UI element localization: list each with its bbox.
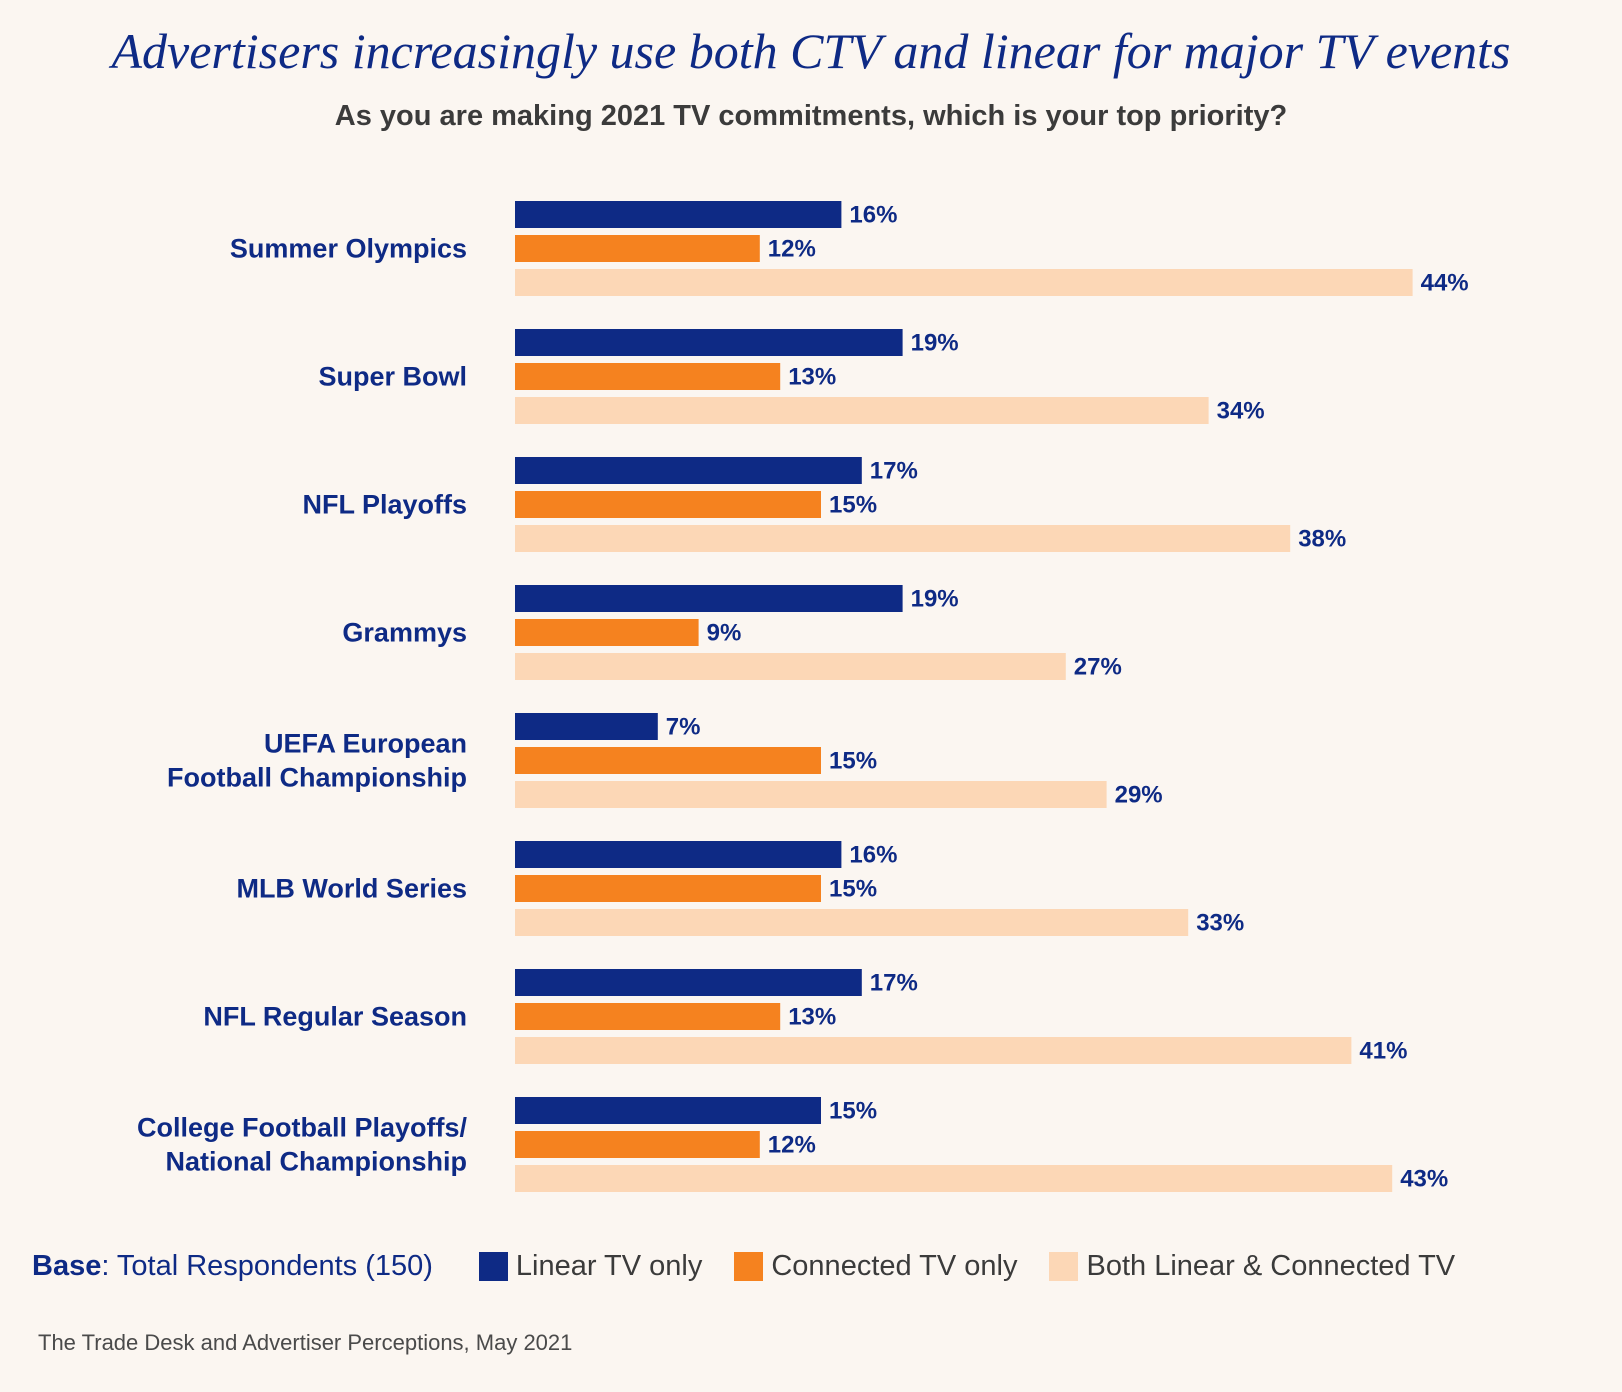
category-label: NFL Playoffs [302, 490, 467, 520]
bar-linear [515, 841, 842, 868]
bar-linear [515, 713, 658, 740]
bar-both [515, 781, 1107, 808]
legend-item-ctv: Connected TV only [734, 1250, 1017, 1283]
bar-linear [515, 1097, 821, 1124]
bar-both [515, 269, 1413, 296]
legend-row: Base: Total Respondents (150) Linear TV … [32, 1246, 1487, 1286]
value-label: 16% [849, 202, 897, 229]
value-label: 27% [1074, 654, 1122, 681]
bar-ctv [515, 363, 781, 390]
chart-subtitle: As you are making 2021 TV commitments, w… [334, 100, 1288, 132]
category-label: Football Championship [167, 763, 467, 793]
bar-ctv [515, 747, 821, 774]
category-label: NFL Regular Season [203, 1002, 467, 1032]
value-label: 13% [788, 1004, 836, 1031]
base-note: Base: Total Respondents (150) [32, 1250, 433, 1283]
value-label: 13% [788, 364, 836, 391]
legend-item-both: Both Linear & Connected TV [1049, 1250, 1455, 1283]
bar-linear [515, 329, 903, 356]
value-label: 15% [829, 876, 877, 903]
value-label: 9% [707, 620, 742, 647]
value-label: 38% [1298, 526, 1346, 553]
category-label: Summer Olympics [230, 234, 467, 264]
category-label: Super Bowl [318, 362, 467, 392]
value-label: 15% [829, 1098, 877, 1125]
bar-ctv [515, 1131, 760, 1158]
legend-label-both: Both Linear & Connected TV [1086, 1249, 1456, 1282]
value-label: 17% [870, 458, 918, 485]
legend-swatch-ctv [734, 1251, 764, 1281]
bar-linear [515, 969, 862, 996]
legend-label-ctv: Connected TV only [771, 1249, 1018, 1282]
value-label: 15% [829, 748, 877, 775]
value-label: 19% [911, 330, 959, 357]
bar-linear [515, 201, 842, 228]
chart-title: Advertisers increasingly use both CTV an… [111, 23, 1511, 79]
legend-swatch-linear [478, 1251, 508, 1281]
bar-both [515, 1165, 1393, 1192]
bar-linear [515, 457, 862, 484]
bar-ctv [515, 1003, 781, 1030]
value-label: 33% [1196, 910, 1244, 937]
value-label: 44% [1421, 270, 1469, 297]
value-label: 41% [1359, 1038, 1407, 1065]
legend-label-linear: Linear TV only [515, 1249, 703, 1282]
value-label: 12% [768, 1132, 816, 1159]
base-text: : Total Respondents (150) [101, 1249, 433, 1282]
source-note: The Trade Desk and Advertiser Perception… [38, 1330, 573, 1355]
value-label: 16% [849, 842, 897, 869]
value-label: 29% [1115, 782, 1163, 809]
bar-both [515, 1037, 1352, 1064]
legend-swatch-both [1049, 1251, 1079, 1281]
value-label: 15% [829, 492, 877, 519]
bar-ctv [515, 235, 760, 262]
bar-chart: Summer Olympics 16% 12% 44% Super Bowl 19% 13%… [137, 201, 1469, 1193]
legend-item-linear: Linear TV only [478, 1249, 703, 1283]
bar-ctv [515, 491, 821, 518]
category-label: Grammys [342, 618, 467, 648]
bar-ctv [515, 619, 699, 646]
bar-both [515, 525, 1291, 552]
value-label: 19% [911, 586, 959, 613]
bar-linear [515, 585, 903, 612]
bar-both [515, 909, 1189, 936]
value-label: 7% [666, 714, 701, 741]
bar-both [515, 653, 1066, 680]
category-label: UEFA European [264, 729, 467, 759]
value-label: 12% [768, 236, 816, 263]
bar-ctv [515, 875, 821, 902]
category-label: College Football Playoffs/ [137, 1113, 468, 1143]
category-label: MLB World Series [236, 874, 467, 904]
value-label: 17% [870, 970, 918, 997]
value-label: 43% [1400, 1166, 1448, 1193]
base-label: Base [32, 1249, 102, 1282]
value-label: 34% [1217, 398, 1265, 425]
category-label: National Championship [165, 1147, 467, 1177]
bar-both [515, 397, 1209, 424]
